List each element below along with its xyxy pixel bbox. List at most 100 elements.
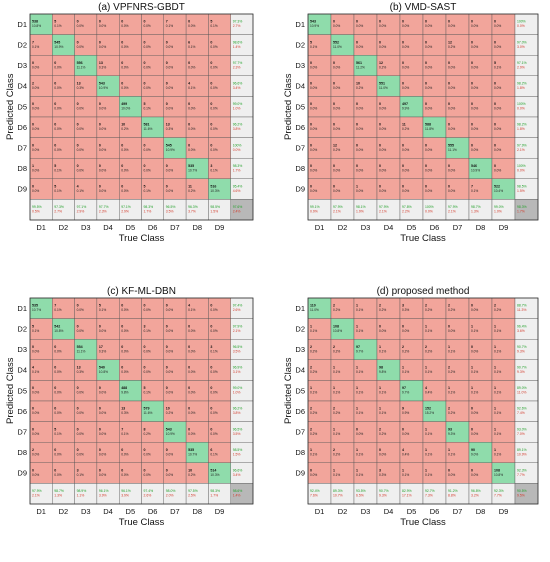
cell-count: 0 xyxy=(166,365,168,369)
cell-percent: 0.0% xyxy=(494,107,501,111)
col-recall: 99.5% xyxy=(32,205,42,209)
cell-count: 0 xyxy=(333,102,335,106)
cell-percent: 0.2% xyxy=(333,308,340,312)
cell-count: 1 xyxy=(471,386,473,390)
col-recall: 97.5% xyxy=(188,489,198,493)
cell-percent: 0.4% xyxy=(402,452,409,456)
cell-count: 0 xyxy=(99,386,101,390)
cell-count: 5 xyxy=(54,184,56,188)
row-precision: 97.4% xyxy=(233,304,243,308)
cell-count: 0 xyxy=(210,102,212,106)
cell-count: 5 xyxy=(54,164,56,168)
cell-count: 98 xyxy=(379,365,383,369)
cell-count: 2 xyxy=(333,448,335,452)
y-axis-title: Predicted Class xyxy=(5,73,16,140)
y-tick-label: D6 xyxy=(17,123,27,132)
cell-count: 0 xyxy=(121,40,123,44)
cell-percent: 0.1% xyxy=(54,24,61,28)
col-error: 1.7% xyxy=(144,210,152,214)
cell-count: 1 xyxy=(356,468,358,472)
cell-count: 5 xyxy=(494,61,496,65)
cell-count: 0 xyxy=(188,386,190,390)
row-error: 3.4% xyxy=(233,473,241,477)
row-precision: 97.9% xyxy=(233,324,243,328)
x-tick-label: D2 xyxy=(59,223,69,232)
cell-percent: 0.0% xyxy=(166,308,173,312)
cell-percent: 0.0% xyxy=(188,391,195,395)
cell-count: 12 xyxy=(448,40,452,44)
cell-count: 0 xyxy=(99,143,101,147)
cell-count: 0 xyxy=(471,81,473,85)
cell-count: 1 xyxy=(402,468,404,472)
cell-count: 0 xyxy=(77,102,79,106)
col-error: 2.1% xyxy=(379,210,387,214)
cell-percent: 0.0% xyxy=(402,45,409,49)
cell-count: 0 xyxy=(402,427,404,431)
cell-percent: 0.3% xyxy=(77,370,84,374)
cell-count: 0 xyxy=(99,324,101,328)
y-tick-label: D1 xyxy=(17,20,27,29)
cell-percent: 0.2% xyxy=(379,308,386,312)
cell-count: 535 xyxy=(188,448,194,452)
cell-percent: 0.1% xyxy=(188,86,195,90)
cell-count: 3 xyxy=(402,304,404,308)
col-error: 6.5% xyxy=(356,494,364,498)
overall-accuracy: 90.5% xyxy=(517,489,527,493)
col-error: 1.1% xyxy=(77,494,85,498)
cell-count: 0 xyxy=(77,123,79,127)
cell-count: 1 xyxy=(356,184,358,188)
cell-count: 0 xyxy=(54,345,56,349)
cell-count: 1 xyxy=(310,324,312,328)
cell-count: 1 xyxy=(333,365,335,369)
cell-percent: 0.0% xyxy=(54,127,61,131)
cell-percent: 0.0% xyxy=(425,168,432,172)
x-tick-label: D4 xyxy=(103,507,113,516)
row-error: 2.7% xyxy=(233,24,241,28)
cell-count: 0 xyxy=(471,143,473,147)
cell-count: 17 xyxy=(99,345,103,349)
cell-count: 7 xyxy=(166,20,168,24)
x-tick-label: D9 xyxy=(215,223,225,232)
row-error: 9.3% xyxy=(517,349,525,353)
cell-count: 0 xyxy=(494,164,496,168)
cell-percent: 0.2% xyxy=(425,308,432,312)
cell-percent: 0.1% xyxy=(494,65,501,69)
col-error: 1.0% xyxy=(494,210,502,214)
cell-count: 1 xyxy=(356,386,358,390)
cell-percent: 0.0% xyxy=(77,45,84,49)
x-tick-label: D6 xyxy=(430,507,440,516)
x-tick-label: D8 xyxy=(192,223,202,232)
row-precision: 95.4% xyxy=(233,184,243,188)
cell-count: 5 xyxy=(144,386,146,390)
cell-count: 3 xyxy=(77,468,79,472)
cell-percent: 0.0% xyxy=(166,391,173,395)
col-recall: 97.1% xyxy=(121,205,131,209)
cell-percent: 10.8% xyxy=(99,370,108,374)
cell-percent: 0.0% xyxy=(425,45,432,49)
col-error: 2.0% xyxy=(166,494,174,498)
cell-count: 2 xyxy=(310,407,312,411)
cell-percent: 0.0% xyxy=(471,308,478,312)
cell-percent: 0.0% xyxy=(379,168,386,172)
cell-percent: 0.0% xyxy=(188,329,195,333)
cell-count: 1 xyxy=(402,365,404,369)
cell-count: 0 xyxy=(471,123,473,127)
cell-count: 10 xyxy=(166,407,170,411)
cell-count: 7 xyxy=(32,40,34,44)
cell-percent: 0.0% xyxy=(210,86,217,90)
cell-percent: 0.0% xyxy=(448,189,455,193)
confusion-matrix-panel: (b) VMD-SAST54310.9%00.0%00.0%00.0%00.0%… xyxy=(283,2,539,244)
cell-percent: 10.0% xyxy=(121,107,130,111)
y-axis-title: Predicted Class xyxy=(5,357,16,424)
row-error: 0.0% xyxy=(517,107,525,111)
cell-count: 1 xyxy=(32,164,34,168)
col-error: 2.5% xyxy=(188,494,196,498)
cell-percent: 0.0% xyxy=(425,107,432,111)
cell-count: 0 xyxy=(188,324,190,328)
row-precision: 99.0% xyxy=(233,386,243,390)
col-recall: 97.3% xyxy=(54,205,64,209)
cell-percent: 10.7% xyxy=(188,168,197,172)
y-tick-label: D3 xyxy=(17,61,27,70)
cell-count: 0 xyxy=(54,61,56,65)
